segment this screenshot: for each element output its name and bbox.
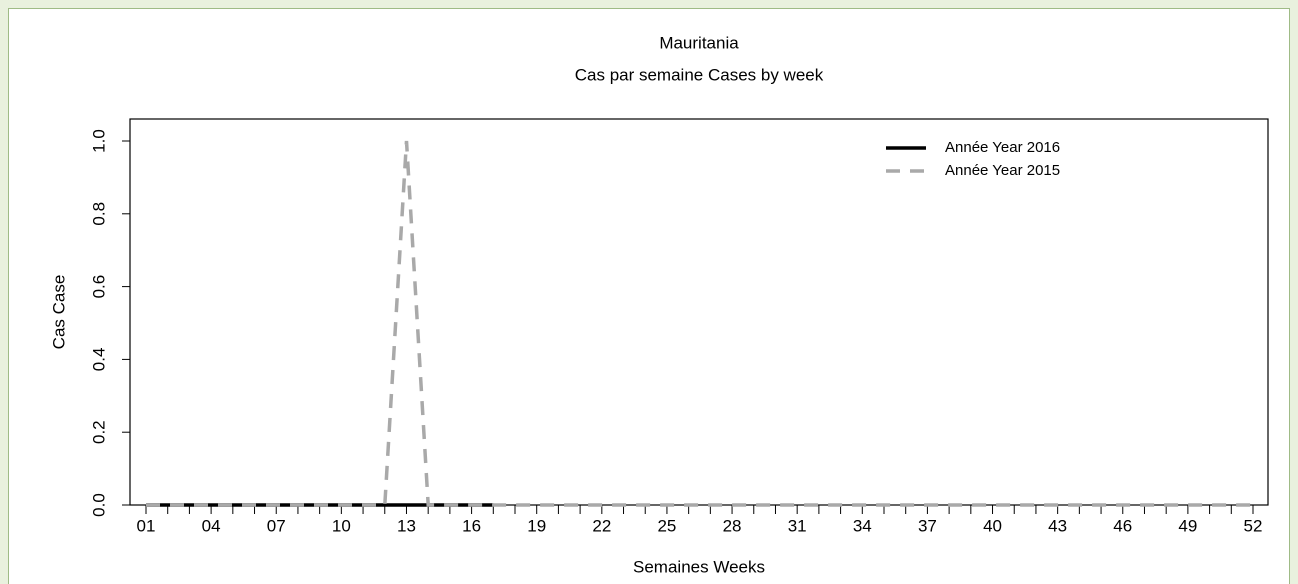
x-tick-label: 22 [592,516,611,535]
x-tick-label: 34 [853,516,872,535]
x-tick-label: 46 [1113,516,1132,535]
series-line [146,140,1253,507]
y-tick-label: 0.0 [89,493,108,517]
x-tick-label: 49 [1178,516,1197,535]
y-tick-label: 1.0 [89,129,108,153]
x-tick-label: 31 [788,516,807,535]
chart-subtitle: Cas par semaine Cases by week [575,65,824,84]
x-tick-label: 25 [657,516,676,535]
chart-panel [8,8,1290,584]
x-tick-label: 01 [137,516,156,535]
x-tick-label: 19 [527,516,546,535]
plot-frame [129,118,1269,506]
y-tick-label: 0.8 [89,202,108,226]
x-tick-label: 40 [983,516,1002,535]
x-tick-label: 13 [397,516,416,535]
legend-label: Année Year 2016 [945,139,1060,156]
y-tick-label: 0.4 [89,348,108,372]
y-tick-label: 0.2 [89,420,108,444]
x-tick-label: 10 [332,516,351,535]
chart-title: Mauritania [659,33,739,52]
x-tick-label: 28 [723,516,742,535]
y-axis-label: Cas Case [49,275,68,350]
x-tick-label: 04 [202,516,221,535]
x-tick-label: 37 [918,516,937,535]
legend-label: Année Year 2015 [945,162,1060,179]
x-tick-label: 52 [1244,516,1263,535]
x-tick-label: 43 [1048,516,1067,535]
y-tick-label: 0.6 [89,275,108,299]
x-axis-label: Semaines Weeks [633,557,765,576]
x-tick-label: 16 [462,516,481,535]
x-tick-label: 07 [267,516,286,535]
